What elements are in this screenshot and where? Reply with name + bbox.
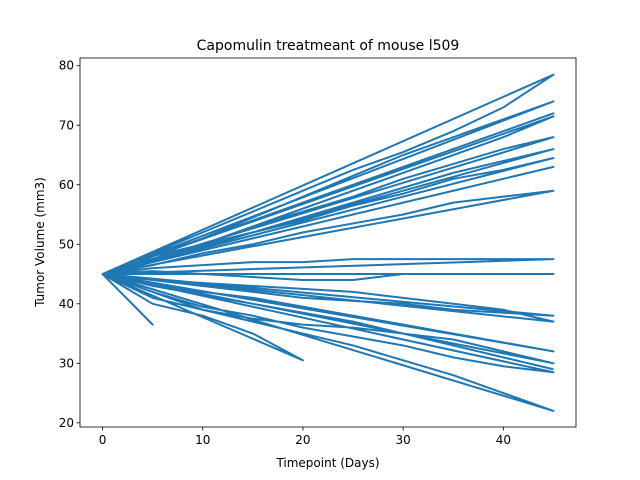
data-line (101, 73, 555, 412)
x-tick-label: 20 (295, 433, 310, 447)
y-axis-label: Tumor Volume (mm3) (33, 177, 47, 308)
y-tick-label: 50 (59, 237, 74, 251)
plot-frame (79, 57, 577, 428)
y-tick-label: 70 (59, 118, 74, 132)
chart-title: Capomulin treatmeant of mouse l509 (197, 38, 460, 54)
x-tick-label: 0 (99, 433, 107, 447)
y-tick-label: 60 (59, 178, 74, 192)
y-tick-label: 40 (59, 297, 74, 311)
y-tick-label: 80 (59, 59, 74, 73)
y-tick-label: 20 (59, 416, 74, 430)
x-tick-label: 30 (396, 433, 411, 447)
x-tick-label: 40 (496, 433, 511, 447)
y-tick-label: 30 (59, 356, 74, 370)
x-tick-label: 10 (195, 433, 210, 447)
x-axis-label: Timepoint (Days) (275, 456, 379, 470)
